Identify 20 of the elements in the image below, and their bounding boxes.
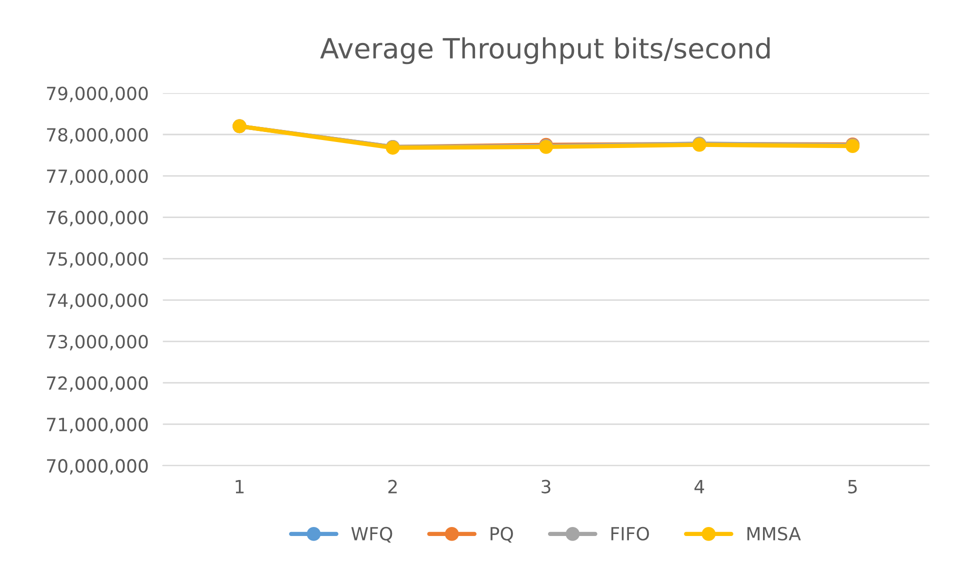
x-tick-label: 3	[542, 480, 550, 494]
y-tick-label: 71,000,000	[47, 418, 148, 434]
legend-label: PQ	[490, 526, 513, 543]
x-tick-label: 1	[236, 480, 244, 494]
y-tick-label: 75,000,000	[47, 252, 148, 268]
y-tick-label: 79,000,000	[47, 86, 148, 102]
x-tick-label: 2	[388, 480, 397, 494]
legend-label: WFQ	[351, 526, 392, 543]
y-tick-label: 70,000,000	[47, 459, 148, 475]
y-tick-label: 73,000,000	[47, 334, 148, 350]
x-tick-label: 4	[694, 480, 704, 494]
chart-title: Average Throughput bits/second	[320, 37, 770, 64]
y-tick-label: 78,000,000	[47, 128, 148, 144]
y-tick-label: 72,000,000	[47, 376, 148, 392]
x-tick-label: 5	[848, 480, 857, 494]
y-tick-label: 76,000,000	[47, 210, 148, 226]
y-tick-label: 74,000,000	[47, 294, 148, 310]
legend-label: MMSA	[747, 526, 801, 541]
y-tick-label: 77,000,000	[47, 169, 148, 185]
legend-label: FIFO	[611, 526, 649, 541]
